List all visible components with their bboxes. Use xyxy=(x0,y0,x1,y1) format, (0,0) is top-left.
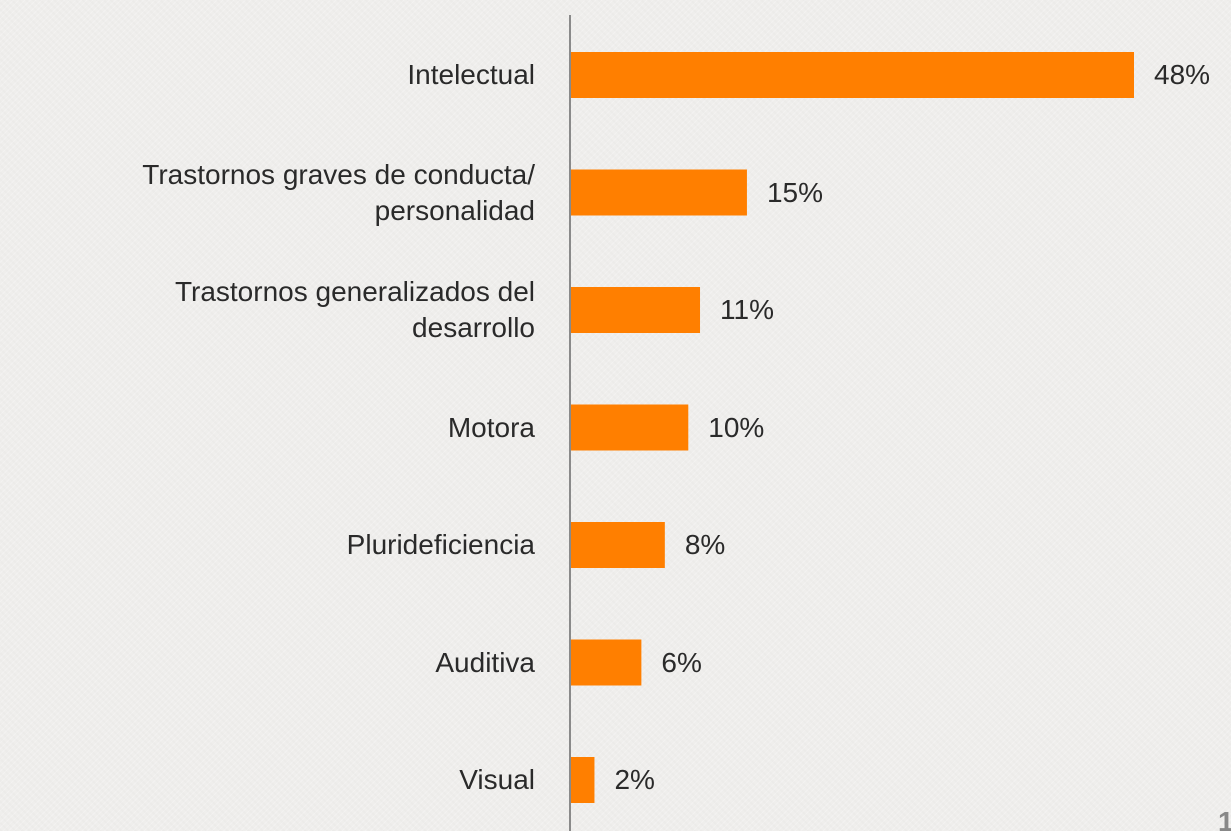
value-label: 8% xyxy=(684,529,726,560)
value-label: 6% xyxy=(661,646,702,678)
value-label: 10% xyxy=(708,411,765,443)
page-number: 1 xyxy=(1218,806,1231,831)
bar xyxy=(571,287,701,333)
bar xyxy=(571,639,642,686)
category-label: Trastornos generalizados del desarrollo xyxy=(174,276,535,343)
category-label: Auditiva xyxy=(435,646,535,678)
value-label: 2% xyxy=(614,764,655,795)
bar xyxy=(571,522,665,568)
value-label: 11% xyxy=(720,294,774,325)
category-label: Visual xyxy=(459,764,535,795)
category-label: Intelectual xyxy=(407,59,535,90)
bar xyxy=(571,757,595,803)
value-label: 15% xyxy=(766,176,823,208)
category-label: Motora xyxy=(447,411,535,443)
bar xyxy=(571,169,747,216)
bar xyxy=(571,52,1134,98)
bar xyxy=(571,404,689,451)
category-label: Trastornos graves de conducta/ personali… xyxy=(142,158,535,226)
value-label: 48% xyxy=(1154,59,1211,90)
category-label: Pluridefi­ciencia xyxy=(346,529,535,560)
